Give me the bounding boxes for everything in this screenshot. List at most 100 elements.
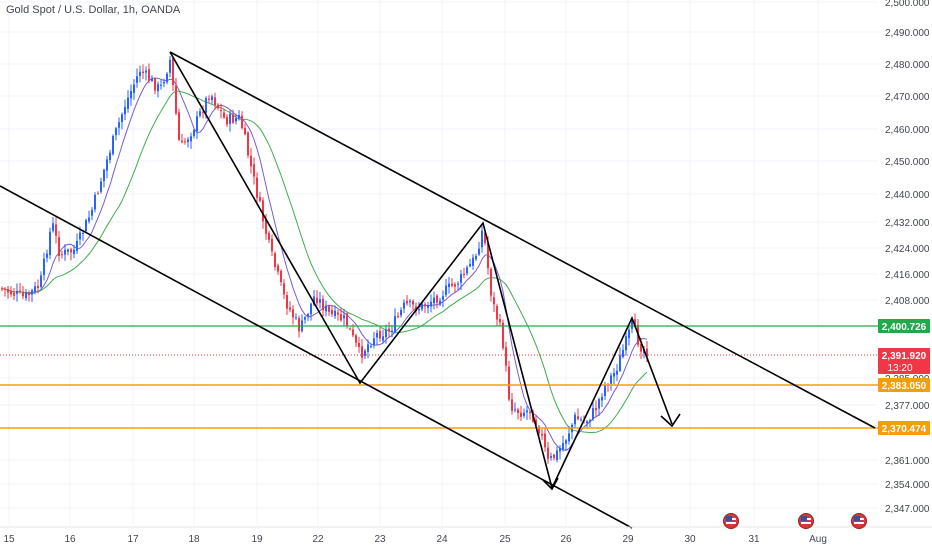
candle-body: [241, 115, 243, 128]
candle-body: [478, 248, 480, 255]
candle-body: [343, 315, 345, 319]
candle-body: [259, 197, 261, 201]
candle-body: [34, 286, 36, 292]
price-axis[interactable]: 2,500.000 2,490.000 2,480.000 2,470.000 2,46…: [885, 0, 930, 515]
price-tick-label: 2,460.000: [885, 125, 930, 136]
candle-body: [625, 336, 627, 351]
candle-body: [244, 127, 246, 135]
candle-body: [535, 419, 537, 426]
candle-body: [445, 285, 447, 296]
candle-body: [226, 116, 228, 125]
price-tick-label: 2,450.000: [885, 157, 930, 168]
candle-body: [448, 283, 450, 288]
candle-body: [61, 254, 63, 256]
candle-body: [163, 81, 165, 84]
candle-body: [139, 71, 141, 76]
candle-body: [433, 297, 435, 304]
candle-body: [52, 223, 54, 231]
candle-body: [496, 306, 498, 320]
candle-body: [166, 73, 168, 83]
us-flag-icon[interactable]: [798, 513, 814, 529]
candle-body: [352, 329, 354, 336]
candle-body: [475, 256, 477, 260]
candle-body: [214, 97, 216, 106]
candle-body: [211, 96, 213, 101]
candle-body: [598, 399, 600, 409]
candle-body: [520, 412, 522, 417]
candle-body: [196, 116, 198, 132]
candle-body: [481, 230, 483, 248]
zigzag-path: [169, 51, 673, 491]
level-tag-2383-label: 2,383.050: [882, 381, 927, 392]
candle-body: [628, 329, 630, 339]
price-tick-label: 2,416.000: [885, 270, 930, 281]
candle-body: [172, 57, 174, 85]
candle-body: [304, 317, 306, 320]
candle-body: [277, 265, 279, 272]
candle-body: [19, 290, 21, 292]
candle-body: [322, 298, 324, 311]
candle-body: [538, 426, 540, 434]
candle-body: [451, 283, 453, 286]
us-flag-icon[interactable]: [723, 513, 739, 529]
candle-body: [229, 113, 231, 124]
candle-body: [364, 350, 366, 356]
candle-body: [82, 233, 84, 235]
level-tag-2370-bg: [878, 421, 930, 435]
time-tick-label: 23: [374, 534, 386, 545]
candle-body: [217, 104, 219, 109]
moving-averages: [1, 77, 648, 451]
time-tick-label: 19: [251, 534, 263, 545]
candle-body: [589, 419, 591, 422]
candle-body: [58, 237, 60, 256]
candle-body: [547, 447, 549, 459]
candle-body: [28, 292, 30, 296]
price-tick-label: 2,470.000: [885, 92, 930, 103]
horizontal-levels: [0, 325, 878, 429]
projection-arrowhead: [660, 413, 681, 428]
candle-body: [319, 299, 321, 303]
candle-body: [634, 319, 636, 327]
ma-fast-line: [1, 77, 648, 451]
candle-body: [325, 305, 327, 312]
us-flag-icon[interactable]: [851, 513, 867, 529]
candle-body: [541, 433, 543, 436]
candle-body: [250, 155, 252, 167]
candle-body: [184, 141, 186, 143]
candle-body: [565, 440, 567, 444]
level-tag-2383-bg: [878, 378, 930, 392]
candle-body: [622, 349, 624, 357]
symbol-title: Gold Spot / U.S. Dollar, 1h, OANDA: [6, 4, 181, 16]
time-tick-label: 30: [684, 534, 696, 545]
candle-body: [349, 328, 351, 330]
time-tick-label: 16: [64, 534, 76, 545]
candle-body: [238, 115, 240, 119]
candle-body: [232, 114, 234, 123]
candle-body: [430, 301, 432, 307]
candle-body: [640, 344, 642, 352]
candle-body: [208, 98, 210, 100]
candle-body: [145, 70, 147, 73]
candle-body: [427, 305, 429, 308]
candle-body: [556, 450, 558, 461]
candle-body: [37, 285, 39, 288]
candle-body: [181, 140, 183, 143]
candle-body: [376, 332, 378, 338]
candle-body: [223, 112, 225, 118]
candle-body: [262, 200, 264, 222]
candle-body: [334, 310, 336, 317]
candle-body: [283, 283, 285, 295]
candle-body: [499, 318, 501, 323]
candle-body: [523, 412, 525, 416]
candle-body: [469, 264, 471, 267]
candle-body: [550, 456, 552, 458]
candle-body: [235, 118, 237, 122]
chart-grid: [0, 0, 878, 525]
candle-body: [280, 270, 282, 283]
channel-lower-line: [0, 185, 633, 529]
time-axis[interactable]: 15 16 17 18 19 22 23 24 25 26 29 30 31 Aug: [0, 526, 932, 545]
candle-body: [613, 373, 615, 377]
candle-body: [67, 249, 69, 252]
candle-body: [511, 399, 513, 411]
